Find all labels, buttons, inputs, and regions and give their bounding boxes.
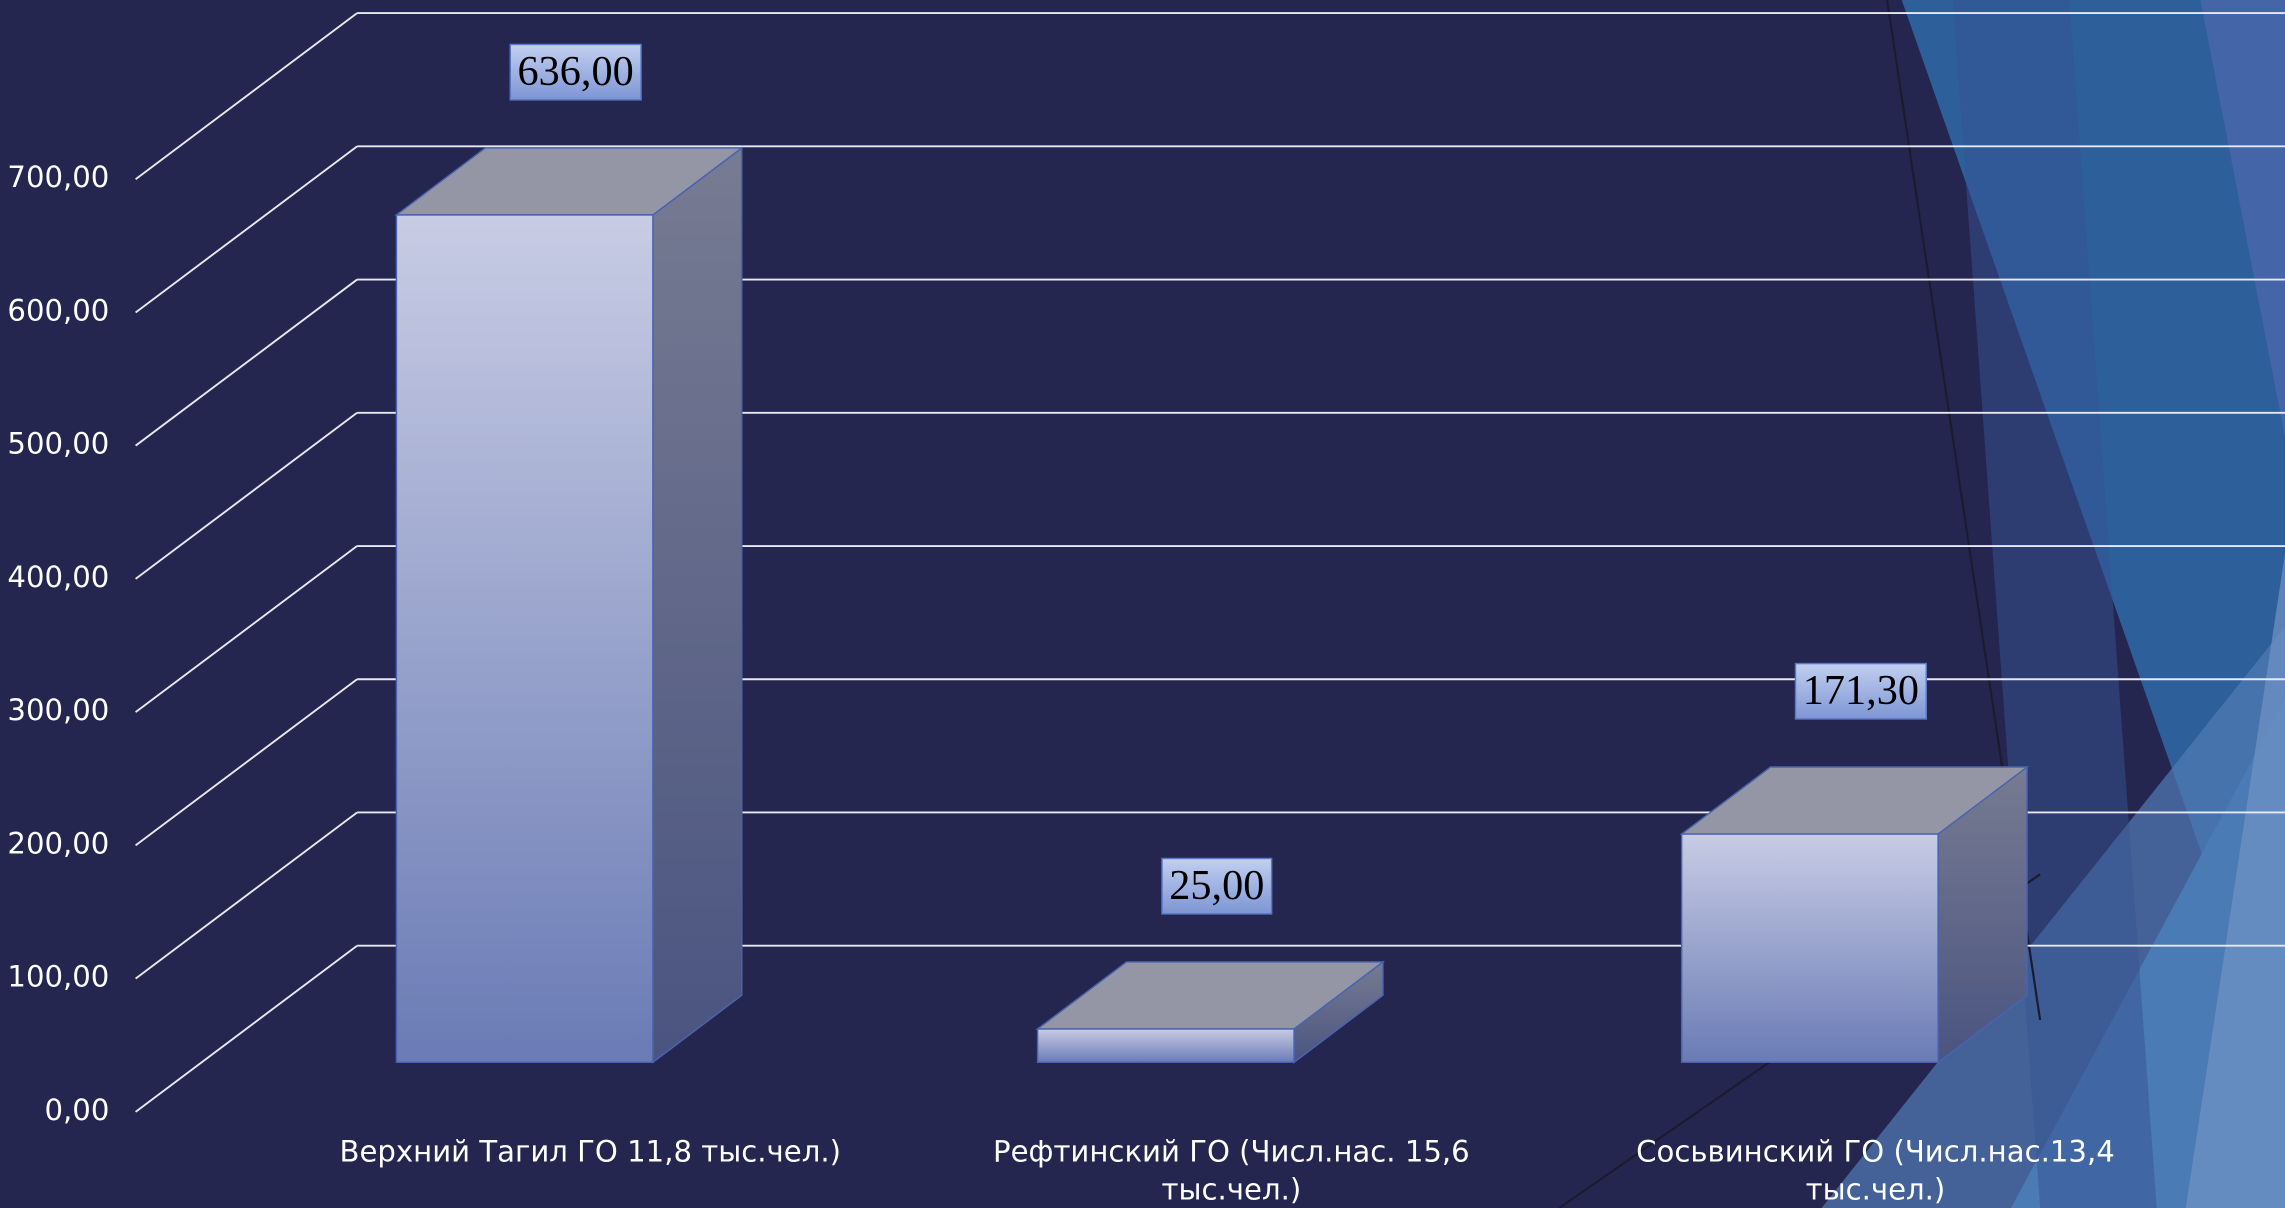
y-tick-label: 500,00 bbox=[7, 427, 109, 461]
bar bbox=[1680, 833, 1939, 1064]
grid-line-depth bbox=[135, 145, 358, 314]
grid-line-depth bbox=[135, 12, 358, 180]
grid-line-depth bbox=[135, 944, 358, 1113]
y-tick-label: 700,00 bbox=[7, 160, 109, 194]
x-label-box: Рефтинский ГО (Числ.нас. 15,6 тыс.чел.) bbox=[993, 1133, 1470, 1207]
grid-line-depth bbox=[135, 412, 358, 580]
data-label: 171,30 bbox=[1803, 667, 1919, 714]
grid-line-depth bbox=[135, 811, 358, 980]
x-label-box: Сосьвинский ГО (Числ.нас.13,4 тыс.чел.) bbox=[1636, 1133, 2115, 1207]
bars: 636,00 Верхний Тагил ГО 11,8 тыс.чел.) 25,… bbox=[339, 43, 2115, 1207]
y-tick-label: 200,00 bbox=[7, 826, 109, 860]
data-label-box bbox=[1794, 662, 1927, 720]
bar bbox=[1036, 1028, 1295, 1064]
y-tick-label: 300,00 bbox=[7, 693, 109, 727]
grid-line-depth bbox=[135, 545, 358, 713]
bar-side bbox=[652, 146, 743, 1064]
y-tick-label: 0,00 bbox=[45, 1093, 110, 1127]
y-tick-label: 400,00 bbox=[7, 560, 109, 594]
x-tick-label: Верхний Тагил ГО 11,8 тыс.чел.) bbox=[339, 1133, 841, 1169]
data-label: 636,00 bbox=[518, 48, 634, 95]
x-label-box: Верхний Тагил ГО 11,8 тыс.чел.) bbox=[339, 1133, 841, 1169]
data-label: 25,00 bbox=[1169, 862, 1264, 909]
data-label-box bbox=[1161, 857, 1273, 915]
x-tick-label: Рефтинский ГО (Числ.нас. 15,6 тыс.чел.) bbox=[993, 1133, 1470, 1207]
grid-line-depth bbox=[135, 278, 358, 447]
y-tick-label: 600,00 bbox=[7, 293, 109, 327]
grid-line-depth bbox=[135, 678, 358, 847]
data-label-box bbox=[509, 43, 642, 101]
x-tick-label: Сосьвинский ГО (Числ.нас.13,4 тыс.чел.) bbox=[1636, 1133, 2115, 1207]
bar bbox=[395, 214, 654, 1064]
y-tick-label: 100,00 bbox=[7, 960, 109, 994]
